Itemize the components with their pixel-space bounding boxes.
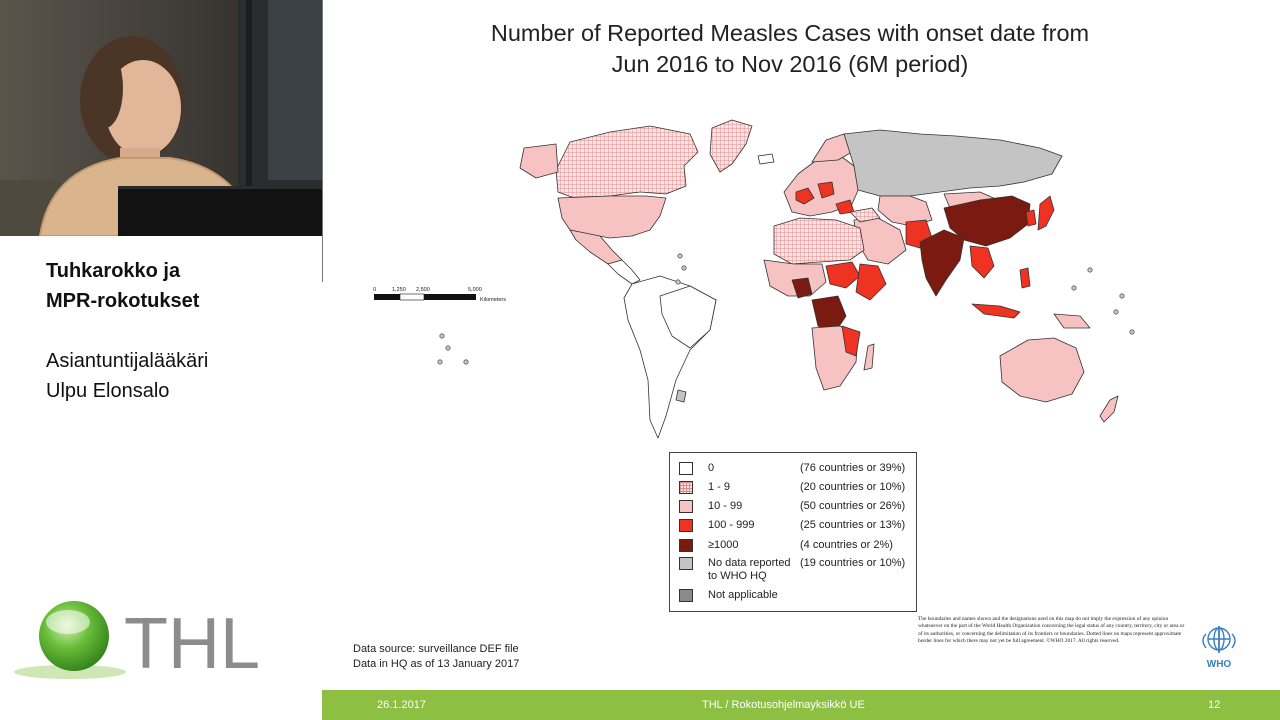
- map-iceland: [757, 153, 775, 165]
- data-source-line1: Data source: surveillance DEF file: [353, 643, 519, 655]
- legend-label: 10 - 99: [708, 500, 743, 512]
- scale-tick-2: 2,500: [416, 287, 430, 293]
- map-china: [943, 195, 1031, 247]
- map-central-america: [607, 259, 641, 285]
- presentation-title-line2: MPR-rokotukset: [46, 290, 200, 312]
- legend-swatch-0: [679, 462, 693, 475]
- map-middle-east-grid: [849, 207, 881, 223]
- legend-count: (50 countries or 26%): [800, 500, 906, 512]
- map-greenland: [709, 119, 753, 173]
- thl-logo-text: THL: [124, 604, 260, 684]
- map-korea: [1025, 209, 1037, 227]
- map-southeast-asia: [969, 245, 995, 279]
- presenter-video: [0, 0, 322, 236]
- legend-label: ≥1000: [708, 539, 739, 551]
- map-drc: [811, 295, 847, 335]
- legend-count: (20 countries or 10%): [800, 481, 906, 493]
- legend-swatch-3: [679, 519, 693, 532]
- map-legend: 0 (76 countries or 39%) 1 - 9 (20 countr…: [669, 452, 917, 612]
- map-indonesia: [971, 303, 1021, 319]
- scale-tick-3: 5,000: [468, 287, 482, 293]
- map-north-africa: [773, 217, 865, 265]
- legend-count: (4 countries or 2%): [800, 539, 893, 551]
- map-new-zealand: [1099, 395, 1119, 423]
- map-disclaimer: The boundaries and names shown and the d…: [918, 616, 1185, 644]
- map-scale-bar: 0 1,250 2,500 5,000 Kilometers: [373, 287, 506, 303]
- legend-swatch-2: [679, 500, 693, 513]
- map-argentina-region: [675, 389, 687, 403]
- speaker-info: Asiantuntijalääkäri Ulpu Elonsalo: [46, 346, 208, 406]
- map-mozambique: [841, 325, 861, 357]
- map-japan: [1037, 195, 1055, 231]
- map-east-africa: [855, 263, 887, 301]
- legend-label: 1 - 9: [708, 481, 731, 493]
- scale-unit: Kilometers: [480, 297, 506, 303]
- map-india: [919, 229, 965, 297]
- map-alaska: [519, 143, 559, 179]
- map-papua: [1053, 313, 1091, 329]
- presentation-title: Tuhkarokko ja MPR-rokotukset: [46, 256, 199, 316]
- who-logo-text: WHO: [1207, 659, 1232, 670]
- who-logo: WHO: [1202, 626, 1236, 670]
- panel-divider: [322, 0, 323, 282]
- legend-count: (76 countries or 39%): [800, 462, 906, 474]
- legend-label: No data reported to WHO HQ: [708, 557, 791, 582]
- legend-count: (25 countries or 13%): [800, 519, 906, 531]
- footer-page-number: 12: [1208, 699, 1221, 711]
- presentation-title-line1: Tuhkarokko ja: [46, 260, 181, 282]
- map-west-africa: [763, 259, 827, 297]
- footer-date: 26.1.2017: [377, 699, 426, 711]
- slide-title: Number of Reported Measles Cases with on…: [430, 18, 1150, 80]
- speaker-role: Asiantuntijalääkäri: [46, 350, 209, 372]
- legend-swatch-6: [679, 589, 693, 602]
- map-russia: [843, 129, 1063, 197]
- slide-footer: 26.1.2017 THL / Rokotusohjelmayksikkö UE…: [322, 690, 1280, 720]
- data-source-note: Data source: surveillance DEF file Data …: [353, 642, 519, 672]
- map-nigeria: [791, 277, 813, 299]
- slide-title-line1: Number of Reported Measles Cases with on…: [490, 20, 1090, 46]
- legend-swatch-5: [679, 557, 693, 570]
- world-measles-map: 0 1,250 2,500 5,000 Kilometers: [373, 119, 1135, 439]
- map-usa: [557, 195, 667, 239]
- map-brazil: [659, 285, 717, 349]
- legend-label: 0: [708, 462, 715, 474]
- thl-logo: THL: [14, 601, 260, 684]
- legend-count: (19 countries or 10%): [800, 557, 906, 569]
- legend-swatch-1: [679, 481, 693, 494]
- footer-organization: THL / Rokotusohjelmayksikkö UE: [702, 699, 865, 711]
- scale-tick-0: 0: [373, 287, 376, 293]
- map-europe-hotspot-1: [795, 187, 815, 205]
- map-madagascar: [863, 343, 875, 371]
- map-philippines: [1019, 267, 1031, 289]
- data-source-line2: Data in HQ as of 13 January 2017: [353, 658, 520, 670]
- legend-label: Not applicable: [708, 589, 778, 601]
- map-europe-hotspot-2: [817, 181, 835, 199]
- speaker-name: Ulpu Elonsalo: [46, 380, 170, 402]
- map-canada: [555, 125, 699, 199]
- map-australia: [999, 337, 1085, 403]
- map-central-africa: [825, 261, 861, 289]
- legend-label: 100 - 999: [708, 519, 755, 531]
- scale-tick-1: 1,250: [392, 287, 406, 293]
- slide-title-line2: Jun 2016 to Nov 2016 (6M period): [611, 51, 969, 77]
- legend-swatch-4: [679, 539, 693, 552]
